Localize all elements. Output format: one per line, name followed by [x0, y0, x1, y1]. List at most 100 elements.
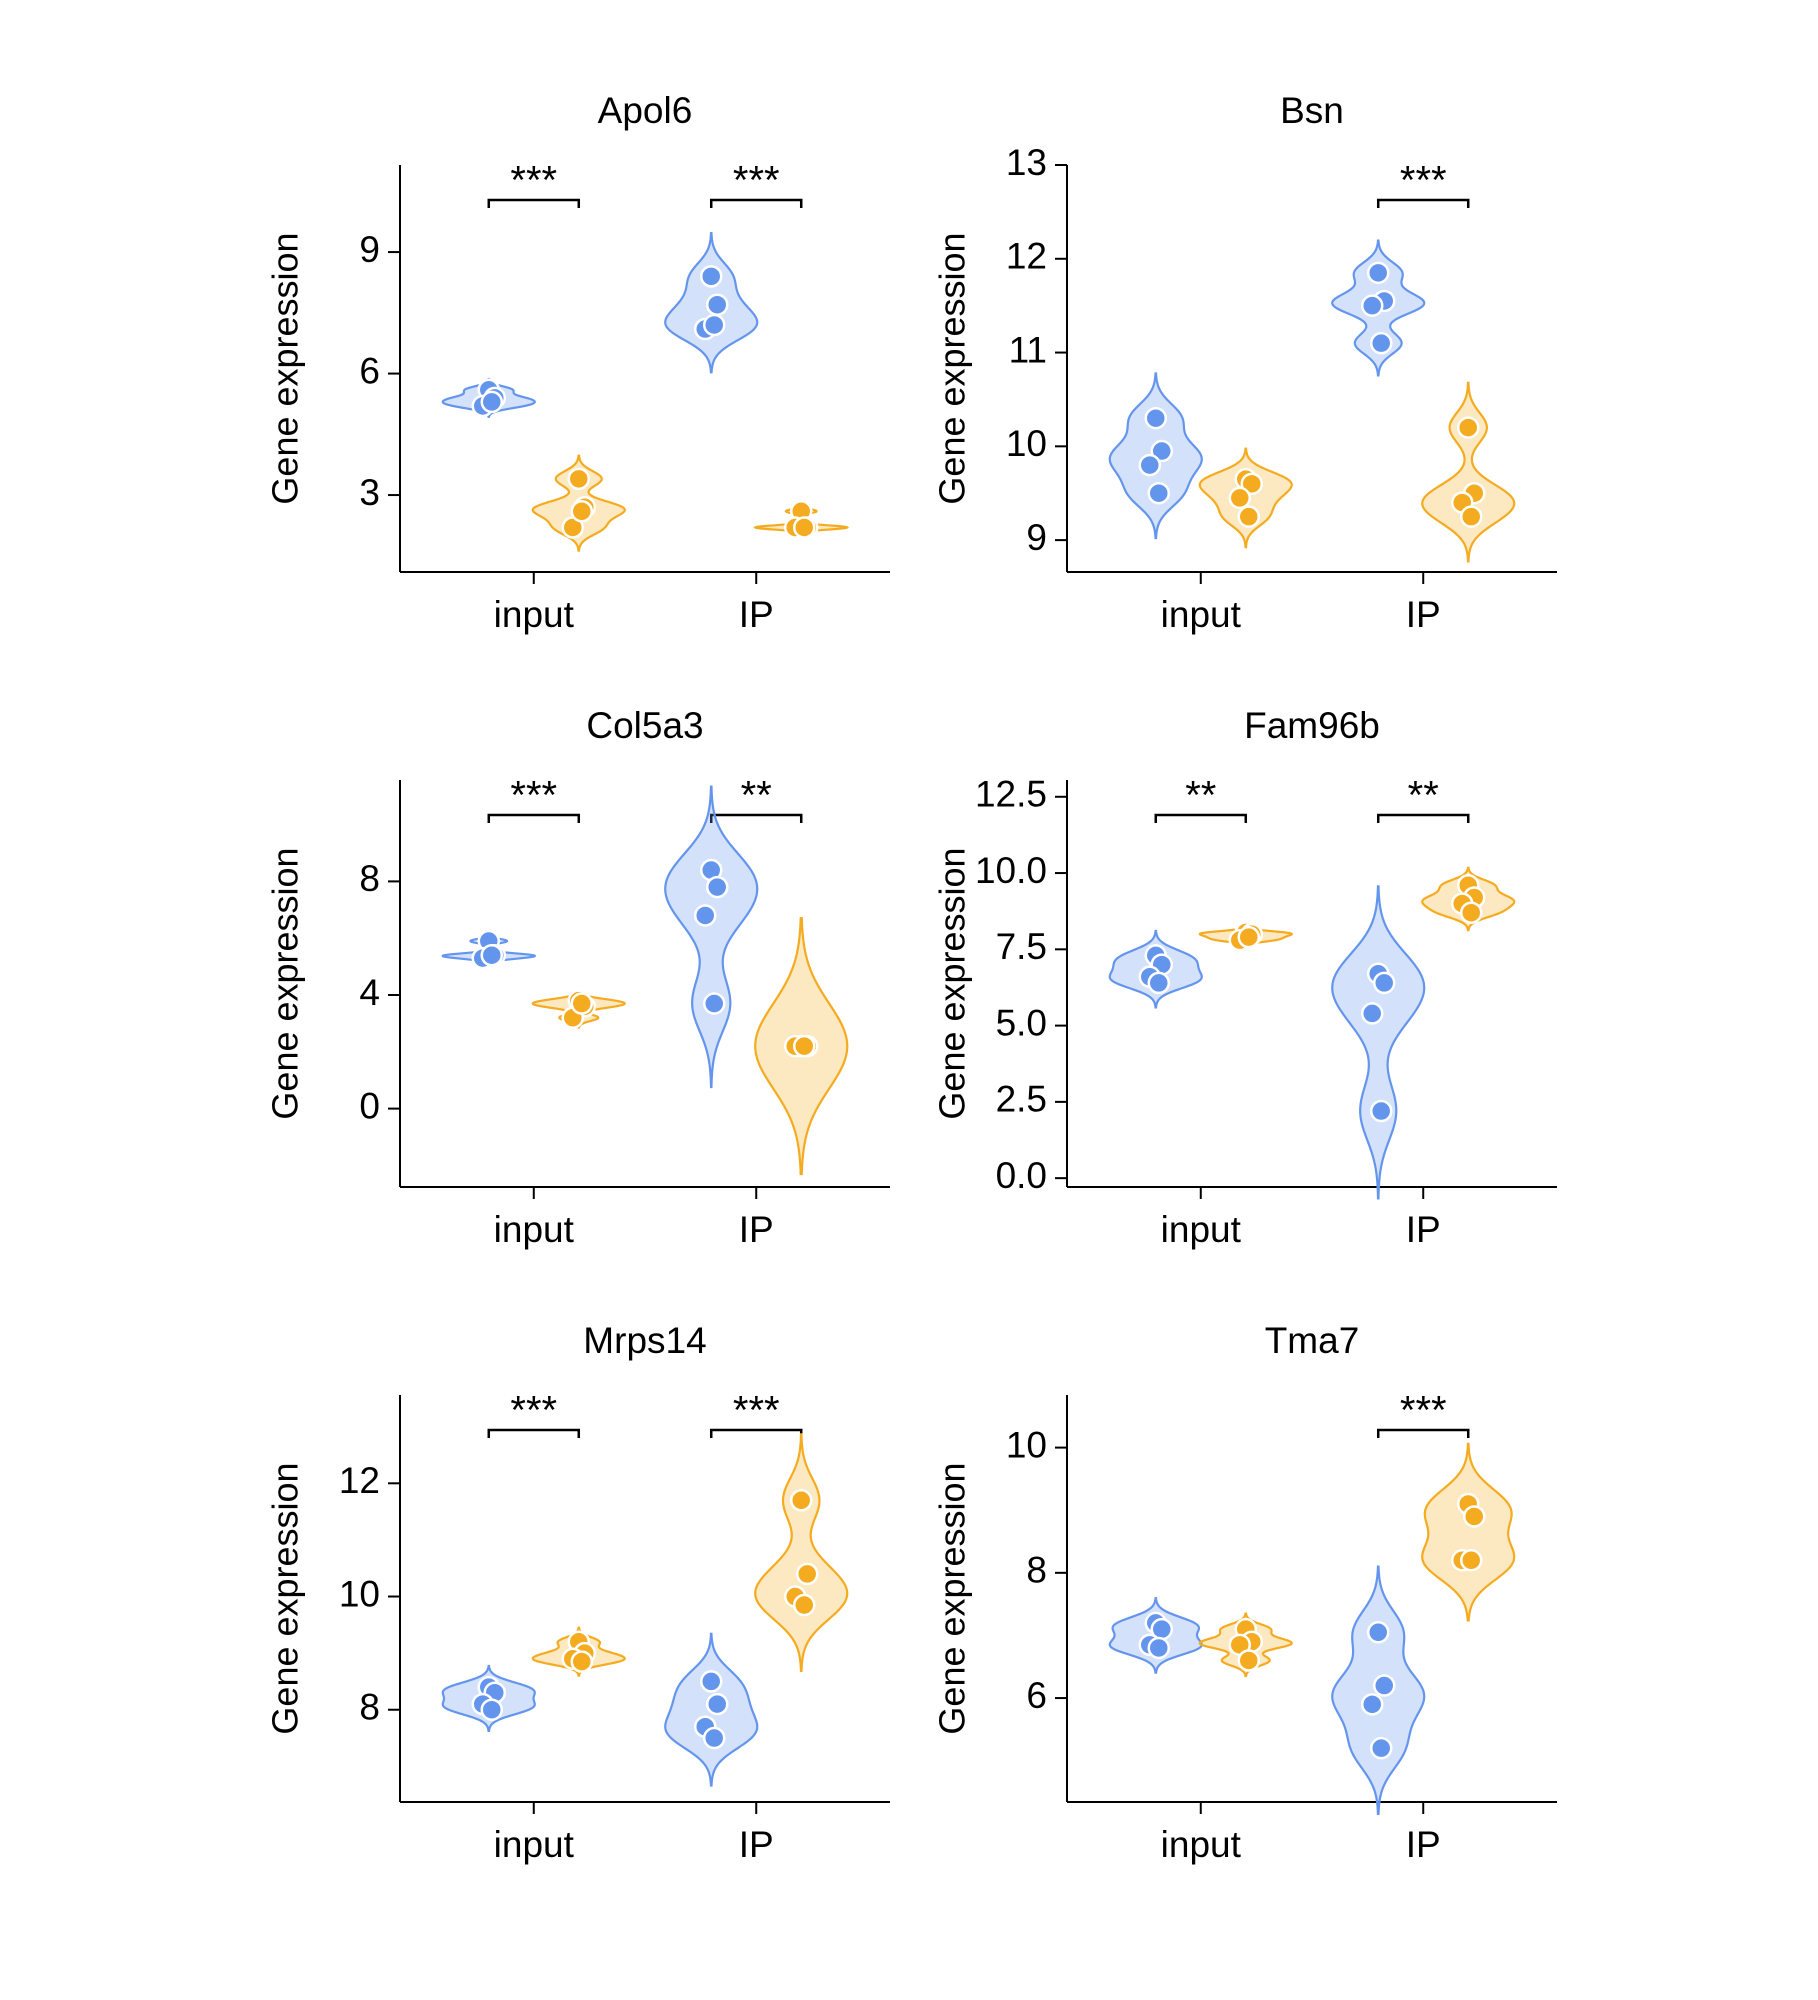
panel-title: Bsn: [1280, 90, 1344, 131]
x-tick-label: input: [494, 594, 575, 635]
panel-title: Fam96b: [1244, 705, 1380, 746]
data-point: [693, 904, 717, 927]
panel: Mrps14 Gene expression 8 10 12 input *** IP ***: [265, 1320, 890, 1865]
y-tick-label: 2.5: [996, 1079, 1047, 1120]
data-point: [1144, 406, 1168, 430]
y-tick-label: 8: [1026, 1550, 1047, 1591]
y-tick-label: 8: [359, 1687, 380, 1728]
significance-label: ***: [733, 159, 780, 203]
significance-bracket: [1154, 813, 1248, 823]
y-tick-label: 11: [1009, 329, 1047, 370]
data-point: [699, 265, 723, 288]
data-point: [1228, 486, 1252, 510]
y-tick-label: 0: [359, 1085, 380, 1126]
x-tick-label: input: [1161, 1824, 1242, 1865]
data-point: [570, 992, 594, 1015]
data-point: [792, 516, 816, 539]
data-point: [789, 1489, 813, 1512]
data-point: [699, 1670, 723, 1693]
significance-label: **: [1408, 774, 1439, 818]
significance-bracket: [487, 813, 581, 823]
data-point: [1459, 505, 1483, 528]
y-tick-label: 12: [1006, 236, 1047, 277]
data-point: [795, 1562, 819, 1586]
x-tick-label: IP: [739, 1209, 774, 1250]
data-point: [792, 1593, 816, 1617]
y-axis-label: Gene expression: [265, 232, 306, 504]
significance-label: ***: [733, 1389, 780, 1433]
data-point: [1456, 416, 1480, 439]
panel: Tma7 Gene expression 6 8 10 input IP ***: [932, 1320, 1557, 1865]
data-point: [792, 1034, 816, 1058]
y-tick-label: 9: [1026, 517, 1047, 558]
panel: Bsn Gene expression 9 10 11 12 13 input IP ***: [932, 90, 1557, 635]
data-point: [570, 500, 594, 523]
data-point: [1147, 1636, 1171, 1660]
y-tick-label: 0.0: [996, 1155, 1047, 1196]
y-axis-label: Gene expression: [932, 847, 973, 1119]
panel: Fam96b Gene expression 0.0 2.5 5.0 7.5 10.0 12.…: [932, 705, 1557, 1250]
y-tick-label: 8: [359, 858, 380, 899]
data-point: [480, 943, 504, 967]
y-axis-label: Gene expression: [932, 232, 973, 504]
x-tick-label: input: [494, 1824, 575, 1865]
data-point: [1150, 439, 1174, 463]
data-point: [1360, 1002, 1384, 1025]
data-point: [570, 1650, 594, 1673]
data-point: [705, 875, 729, 899]
significance-bracket: [709, 198, 803, 208]
data-point: [1237, 505, 1261, 528]
significance-label: ***: [510, 774, 557, 818]
data-point: [702, 1726, 726, 1750]
y-axis-label: Gene expression: [265, 847, 306, 1119]
data-point: [1147, 481, 1171, 505]
significance-label: ***: [510, 159, 557, 203]
y-tick-label: 12: [339, 1460, 380, 1501]
data-point: [1459, 1549, 1483, 1572]
data-point: [705, 293, 729, 316]
data-point: [480, 390, 504, 414]
y-axis-label: Gene expression: [932, 1462, 973, 1734]
y-tick-label: 12.5: [975, 774, 1047, 815]
panel-title: Col5a3: [586, 705, 703, 746]
y-tick-label: 10.0: [975, 850, 1047, 891]
data-point: [567, 467, 591, 491]
significance-label: ***: [1400, 1389, 1447, 1433]
data-point: [480, 1698, 504, 1721]
y-tick-label: 10: [339, 1573, 380, 1614]
data-point: [702, 992, 726, 1015]
data-point: [1369, 1099, 1393, 1123]
y-tick-label: 3: [359, 472, 380, 513]
x-tick-label: input: [1161, 594, 1242, 635]
data-point: [1360, 1693, 1384, 1716]
y-tick-label: 13: [1006, 142, 1047, 183]
significance-label: ***: [1400, 159, 1447, 203]
x-tick-label: IP: [1406, 594, 1441, 635]
x-tick-label: IP: [1406, 1209, 1441, 1250]
violin: [1331, 885, 1426, 1200]
y-tick-label: 10: [1006, 1424, 1047, 1465]
data-point: [1462, 1505, 1486, 1528]
significance-label: **: [741, 774, 772, 818]
data-point: [1237, 925, 1261, 949]
data-point: [702, 313, 726, 337]
data-point: [705, 1692, 729, 1716]
significance-label: ***: [510, 1389, 557, 1433]
data-point: [1372, 1674, 1396, 1697]
y-tick-label: 5.0: [996, 1002, 1047, 1043]
y-tick-label: 4: [359, 972, 380, 1013]
data-point: [1366, 1621, 1390, 1644]
data-point: [1237, 1649, 1261, 1672]
panel-title: Mrps14: [583, 1320, 706, 1361]
violin: [1421, 381, 1516, 563]
y-tick-label: 7.5: [996, 926, 1047, 967]
panel-title: Tma7: [1265, 1320, 1360, 1361]
y-tick-label: 10: [1006, 423, 1047, 464]
significance-bracket: [1376, 813, 1470, 823]
y-tick-label: 9: [359, 229, 380, 270]
y-tick-label: 6: [359, 350, 380, 391]
violin: [754, 1433, 849, 1673]
data-point: [1360, 294, 1384, 317]
data-point: [1459, 901, 1483, 924]
